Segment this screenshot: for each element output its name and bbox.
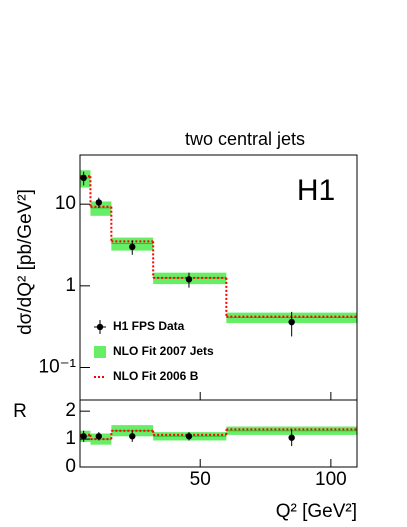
annotation: H1 <box>297 174 335 207</box>
legend-label: NLO Fit 2007 Jets <box>113 344 214 358</box>
data-point <box>129 243 136 251</box>
y-tick-label: 0 <box>65 456 76 477</box>
y-tick-label: 10⁻¹ <box>39 357 77 378</box>
data-point <box>288 318 295 326</box>
y-tick-label: 1 <box>65 275 76 296</box>
y-tick-label: 10 <box>55 193 76 214</box>
y-tick-label: 1 <box>65 428 76 449</box>
data-point <box>288 434 295 441</box>
data-point <box>185 433 193 440</box>
x-tick-label: 50 <box>190 469 211 490</box>
legend-symbol <box>96 323 104 331</box>
y-tick-label: 2 <box>65 400 76 421</box>
chart-title: two central jets <box>185 129 305 149</box>
legend-label: H1 FPS Data <box>113 319 185 333</box>
fit-band <box>90 201 112 216</box>
data-point <box>185 276 193 283</box>
data-point <box>95 199 103 206</box>
data-point <box>80 433 87 440</box>
plot-frame <box>79 399 358 468</box>
x-axis-label: Q² [GeV²] <box>276 501 357 522</box>
legend-symbol <box>94 346 106 358</box>
data-point <box>80 174 87 182</box>
data-point <box>129 433 136 440</box>
legend-label: NLO Fit 2006 B <box>113 369 199 383</box>
ratio-axis-label: R <box>13 401 27 422</box>
x-tick-label: 100 <box>315 469 347 490</box>
y-axis-label: dσ/dQ² [pb/GeV²] <box>15 189 36 335</box>
data-point <box>95 433 103 440</box>
